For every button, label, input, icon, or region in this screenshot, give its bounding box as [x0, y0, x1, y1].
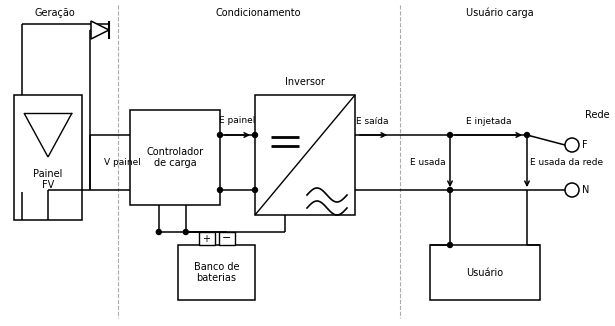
Circle shape	[565, 138, 579, 152]
Text: V painel: V painel	[103, 158, 140, 167]
Circle shape	[448, 243, 453, 247]
Text: −: −	[222, 233, 231, 244]
Bar	[255, 95, 355, 215]
Circle shape	[218, 132, 223, 138]
Text: E usada: E usada	[410, 158, 446, 167]
Circle shape	[253, 132, 258, 138]
Text: Painel
FV: Painel FV	[33, 169, 63, 190]
Text: Inversor: Inversor	[285, 77, 325, 87]
Text: Usuário carga: Usuário carga	[466, 8, 534, 19]
Text: Geração: Geração	[34, 8, 76, 18]
Text: E painel: E painel	[220, 116, 256, 125]
Circle shape	[565, 183, 579, 197]
Text: Condicionamento: Condicionamento	[215, 8, 301, 18]
Text: Usuário: Usuário	[466, 268, 504, 277]
Bar	[14, 95, 82, 220]
Circle shape	[448, 187, 453, 192]
Text: Banco de
baterias: Banco de baterias	[194, 262, 239, 283]
Text: Controlador
de carga: Controlador de carga	[146, 147, 204, 168]
Bar	[130, 110, 220, 205]
Bar	[430, 245, 540, 300]
Circle shape	[448, 132, 453, 138]
Circle shape	[253, 187, 258, 192]
Circle shape	[218, 187, 223, 192]
Circle shape	[156, 230, 161, 234]
Bar	[218, 232, 234, 245]
Text: E saída: E saída	[356, 117, 389, 126]
Text: N: N	[582, 185, 589, 195]
Polygon shape	[91, 21, 109, 39]
Bar	[178, 245, 255, 300]
Text: F: F	[582, 140, 587, 150]
Text: Rede: Rede	[585, 110, 609, 120]
Text: E injetada: E injetada	[466, 117, 511, 126]
Circle shape	[183, 230, 188, 234]
Circle shape	[525, 132, 530, 138]
Text: E usada da rede: E usada da rede	[530, 158, 603, 167]
Bar	[199, 232, 215, 245]
Text: +: +	[202, 233, 210, 244]
